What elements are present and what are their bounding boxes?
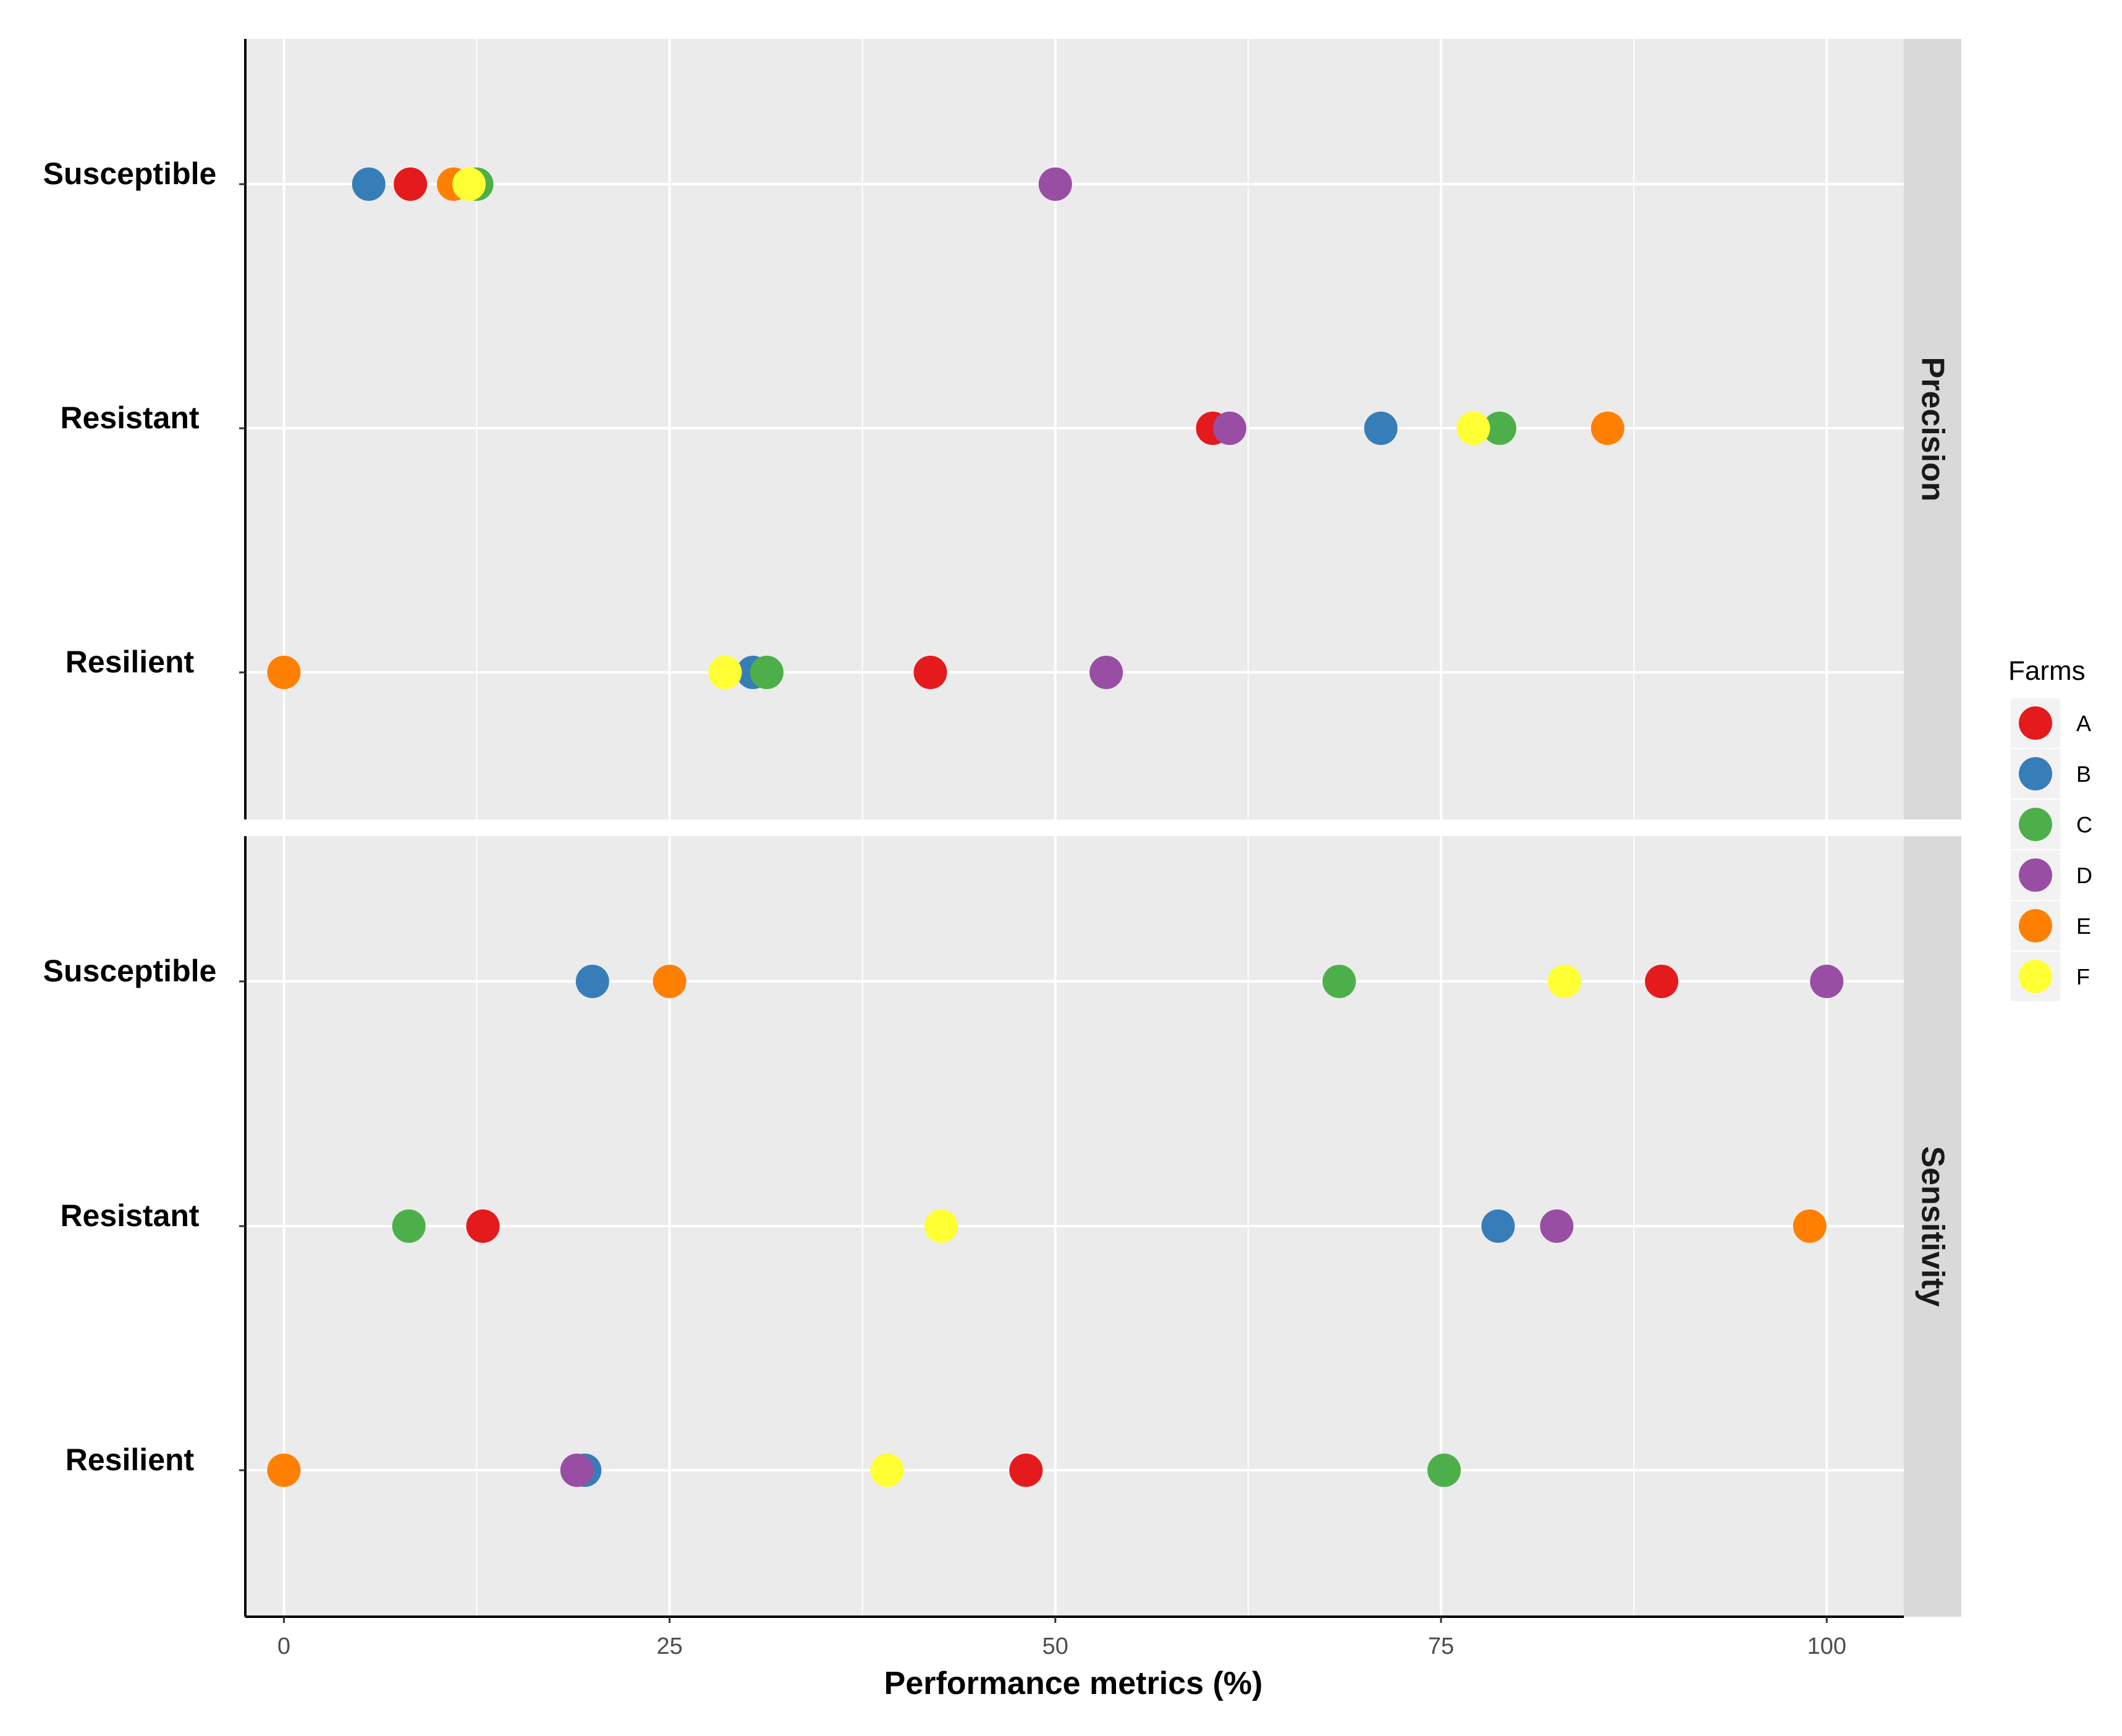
- legend-label: E: [2076, 913, 2091, 939]
- point-sensitivity-resilient-farm-c: [1427, 1454, 1461, 1487]
- point-sensitivity-resistant-farm-e: [1793, 1209, 1827, 1243]
- legend-swatch: [2019, 808, 2052, 841]
- point-precision-resilient-farm-c: [750, 656, 784, 689]
- point-sensitivity-resistant-farm-f: [924, 1209, 958, 1243]
- legend-item-f: F: [2011, 952, 2090, 1001]
- panel-sensitivity: Susceptible Resistant Resilient Sensitivity: [43, 836, 1961, 1617]
- y-tick-label-resilient: Resilient: [66, 1442, 195, 1477]
- point-sensitivity-susceptible-farm-e: [653, 965, 687, 998]
- facet-strip-label: Sensitivity: [1915, 1146, 1951, 1306]
- point-precision-resilient-farm-a: [913, 656, 947, 689]
- point-precision-resistant-farm-d: [1212, 412, 1246, 445]
- point-sensitivity-susceptible-farm-c: [1322, 965, 1356, 998]
- point-sensitivity-susceptible-farm-a: [1645, 965, 1679, 998]
- legend-title: Farms: [2008, 656, 2086, 686]
- legend-swatch: [2019, 757, 2052, 790]
- y-tick-label-resistant: Resistant: [60, 400, 199, 435]
- legend-swatch: [2019, 706, 2052, 740]
- legend-label: C: [2076, 812, 2092, 837]
- point-precision-susceptible-farm-d: [1038, 167, 1072, 201]
- legend-label: A: [2076, 711, 2091, 736]
- point-precision-susceptible-farm-a: [394, 167, 428, 201]
- y-tick-label-susceptible: Susceptible: [43, 156, 217, 191]
- x-tick-label: 50: [1042, 1633, 1068, 1659]
- point-sensitivity-susceptible-farm-b: [575, 965, 609, 998]
- panel-precision: Susceptible Resistant Resilient Precision: [43, 39, 1961, 819]
- panels-layer: SusceptibleResistantResilientPrecisionSu…: [43, 39, 1961, 1617]
- point-sensitivity-resilient-farm-f: [870, 1454, 904, 1487]
- legend-item-b: B: [2011, 749, 2091, 798]
- point-precision-resilient-farm-d: [1089, 656, 1123, 689]
- point-sensitivity-resilient-farm-a: [1009, 1454, 1043, 1487]
- legend-swatch: [2019, 909, 2052, 942]
- point-sensitivity-resilient-farm-d: [560, 1454, 594, 1487]
- point-sensitivity-resistant-farm-a: [466, 1209, 500, 1243]
- facet-strip: [1904, 39, 1961, 819]
- point-sensitivity-susceptible-farm-d: [1810, 965, 1844, 998]
- point-sensitivity-resistant-farm-c: [392, 1209, 426, 1243]
- point-precision-susceptible-farm-b: [352, 167, 386, 201]
- y-tick-label-resilient: Resilient: [66, 645, 195, 679]
- x-tick-label: 0: [277, 1633, 290, 1659]
- point-sensitivity-resistant-farm-d: [1540, 1209, 1574, 1243]
- x-tick-label: 75: [1428, 1633, 1454, 1659]
- point-precision-resilient-farm-e: [267, 656, 301, 689]
- legend-label: D: [2076, 863, 2092, 888]
- legend-item-c: C: [2011, 800, 2092, 849]
- legend-label: F: [2076, 964, 2090, 989]
- legend: Farms ABC DEF: [2008, 656, 2092, 1001]
- x-tick-label: 100: [1807, 1633, 1846, 1659]
- legend-item-a: A: [2011, 698, 2091, 748]
- y-tick-label-resistant: Resistant: [60, 1198, 199, 1233]
- point-sensitivity-resistant-farm-b: [1481, 1209, 1515, 1243]
- facet-strip-label: Precision: [1915, 357, 1951, 501]
- legend-swatch: [2019, 960, 2052, 993]
- x-axis: 0 25 50 75 100: [245, 1615, 1904, 1659]
- legend-item-d: D: [2011, 850, 2092, 900]
- point-precision-resistant-farm-b: [1364, 412, 1398, 445]
- point-precision-resilient-farm-f: [708, 656, 742, 689]
- x-axis-title: Performance metrics (%): [884, 1666, 1263, 1701]
- point-sensitivity-susceptible-farm-f: [1547, 965, 1581, 998]
- legend-label: B: [2076, 761, 2091, 787]
- legend-swatch: [2019, 858, 2052, 892]
- point-sensitivity-resilient-farm-e: [267, 1454, 301, 1487]
- x-tick-label: 25: [656, 1633, 682, 1659]
- facet-strip: [1904, 836, 1961, 1617]
- point-precision-resistant-farm-f: [1456, 412, 1490, 445]
- point-precision-resistant-farm-e: [1591, 412, 1625, 445]
- legend-item-e: E: [2011, 901, 2091, 951]
- y-tick-label-susceptible: Susceptible: [43, 954, 217, 988]
- point-precision-resistant-farm-c: [1482, 412, 1516, 445]
- point-precision-susceptible-farm-f: [452, 167, 486, 201]
